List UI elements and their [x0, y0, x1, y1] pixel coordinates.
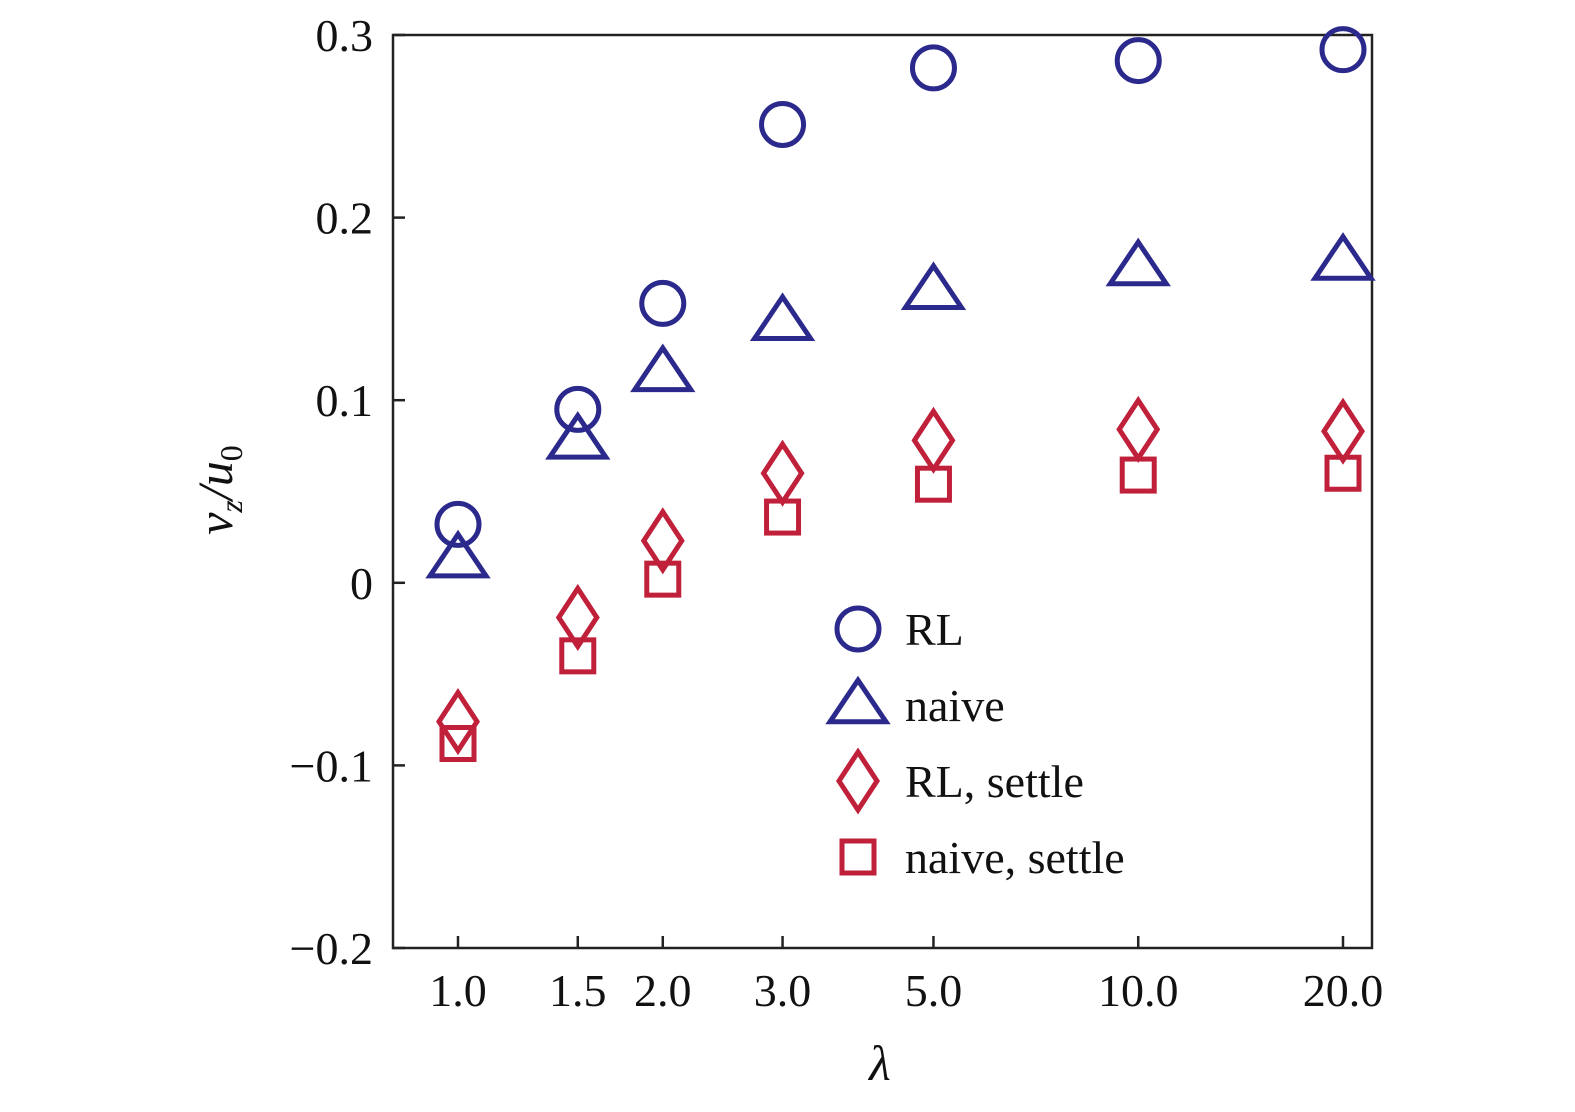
point-diamond — [911, 406, 956, 474]
point-triangle — [545, 411, 611, 460]
point-triangle — [749, 292, 816, 341]
point-triangle — [1310, 232, 1376, 281]
point-diamond — [1321, 397, 1365, 465]
x-tick-label: 1.0 — [429, 965, 487, 1016]
legend-marker-circle — [834, 605, 882, 653]
y-label-main: v — [187, 512, 243, 535]
x-tick-label: 5.0 — [905, 965, 963, 1016]
point-triangle — [425, 529, 491, 579]
point-diamond — [760, 439, 805, 507]
y-tick-label: −0.2 — [290, 923, 373, 974]
y-tick-label: 0 — [350, 558, 373, 609]
point-circle — [639, 279, 687, 327]
y-label-sep: /u — [187, 461, 243, 503]
point-diamond — [1116, 395, 1161, 463]
x-axis: 1.0 1.5 2.0 3.0 5.0 10.0 20.0 — [429, 936, 1383, 1016]
x-tick-label: 20.0 — [1303, 965, 1384, 1016]
point-circle — [759, 100, 807, 148]
legend-label: RL, settle — [905, 756, 1084, 807]
y-axis: −0.2 −0.1 0 0.1 0.2 0.3 — [290, 10, 405, 974]
y-axis-label: vz/u0 — [187, 445, 249, 535]
point-diamond — [555, 583, 600, 652]
point-square — [644, 560, 682, 598]
x-tick-label: 3.0 — [754, 965, 812, 1016]
point-circle — [1114, 37, 1162, 85]
legend-marker-triangle — [825, 675, 891, 725]
legend-marker-diamond — [836, 747, 880, 815]
point-circle — [434, 500, 482, 548]
point-circle — [1319, 26, 1367, 74]
point-square — [439, 724, 477, 762]
point-square — [1119, 456, 1157, 494]
y-tick-label: 0.1 — [316, 375, 374, 426]
y-label-sub2: 0 — [213, 445, 249, 461]
point-circle — [909, 44, 957, 92]
x-tick-label: 2.0 — [634, 965, 692, 1016]
point-diamond — [640, 507, 685, 575]
point-diamond — [436, 688, 480, 756]
y-tick-label: −0.1 — [290, 740, 373, 791]
legend-label: naive — [905, 680, 1005, 731]
point-triangle — [900, 261, 967, 310]
point-triangle — [630, 343, 696, 393]
point-triangle — [1105, 237, 1171, 287]
x-tick-label: 10.0 — [1098, 965, 1179, 1016]
point-square — [559, 637, 597, 675]
x-tick-label: 1.5 — [549, 965, 607, 1016]
legend: RL naive RL, settle naive, settle — [825, 604, 1125, 883]
y-label-sub: z — [213, 500, 249, 514]
legend-marker-square — [839, 838, 877, 876]
x-axis-label: λ — [867, 1035, 891, 1091]
legend-label: RL — [905, 604, 964, 655]
point-circle — [554, 385, 602, 433]
legend-label: naive, settle — [905, 832, 1125, 883]
y-tick-label: 0.2 — [316, 193, 374, 244]
plot-frame — [391, 33, 1374, 950]
data-points — [425, 26, 1376, 762]
y-tick-label: 0.3 — [316, 10, 374, 61]
